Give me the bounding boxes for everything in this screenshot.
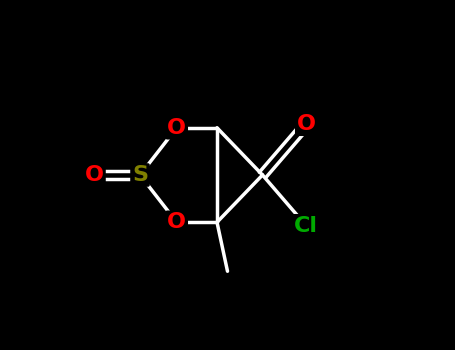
Text: O: O <box>85 165 104 185</box>
Text: S: S <box>132 165 148 185</box>
Text: O: O <box>167 212 186 232</box>
Text: O: O <box>297 114 316 134</box>
Text: Cl: Cl <box>294 216 318 236</box>
Text: O: O <box>167 118 186 138</box>
